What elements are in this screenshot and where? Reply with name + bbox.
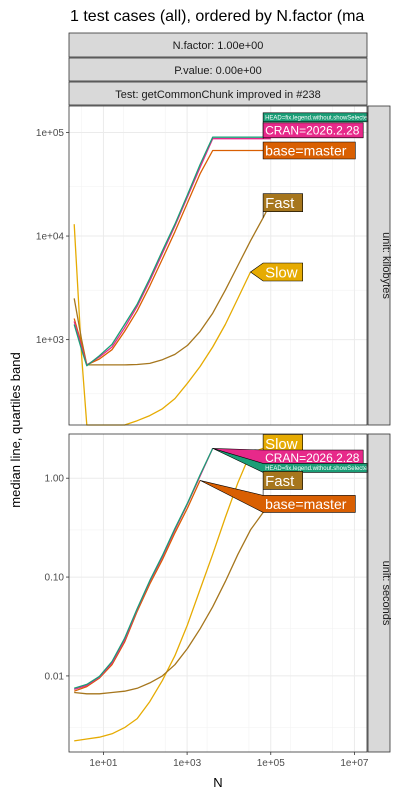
series-label-head-fix-legend-without-showselectedlegend: HEAD=fix.legend.without.showSelectedLe <box>265 466 378 472</box>
series-line-base-master <box>73 149 271 366</box>
label-box-cran-2026-2-28 <box>262 122 364 139</box>
series-label-head-fix-legend-without-showselectedlegend: HEAD=fix.legend.without.showSelectedLe <box>265 115 378 121</box>
label-box-base-master <box>199 480 356 513</box>
series-line-base-master <box>73 480 201 692</box>
label-box-fast <box>262 471 304 513</box>
top-strip-2: P.value: 0.00e+00 <box>68 57 368 82</box>
y-tick-label: 1e+04 <box>36 232 65 243</box>
panel-kilobytes: 1e+03 1e+04 1e+05 HEAD=fix.legend.without.s… <box>36 105 392 426</box>
x-tick-label: 1e+03 <box>173 758 202 769</box>
panel-border <box>68 105 368 426</box>
series-line-cran-2026-2-28 <box>73 138 271 366</box>
top-strip-3: Test: getCommonChunk improved in #238 <box>68 81 368 106</box>
series-label-fast: Fast <box>265 473 295 490</box>
series-line-fast <box>74 503 272 695</box>
series-label-cran-2026-2-28: CRAN=2026.2.28 <box>265 451 360 465</box>
x-tick-label: 1e+05 <box>257 758 286 769</box>
label-box-base-master <box>262 141 356 160</box>
label-box-fast <box>262 193 304 218</box>
series-line-slow <box>74 447 264 742</box>
x-tick-label: 1e+07 <box>340 758 369 769</box>
side-strip-label: unit: seconds <box>380 561 392 626</box>
series-label-slow: Slow <box>265 264 298 281</box>
series-label-slow: Slow <box>265 436 298 453</box>
y-tick-label: 1e+03 <box>36 335 65 346</box>
label-box-head-fix-legend-without-showselectedlegend <box>212 448 368 473</box>
series-line-head-fix-legend-without-showselectedlegend <box>73 136 271 367</box>
strip-label-test: Test: getCommonChunk improved in #238 <box>115 89 320 101</box>
y-tick-label: 0.10 <box>45 573 65 584</box>
strip-label-n-factor: N.factor: 1.00e+00 <box>173 40 264 52</box>
x-axis-title: N <box>213 775 222 790</box>
label-box-slow <box>249 262 304 282</box>
x-tick-label: 1e+01 <box>89 758 118 769</box>
series-label-base-master: base=master <box>265 496 347 512</box>
series-label-cran-2026-2-28: CRAN=2026.2.28 <box>265 124 360 138</box>
side-strip <box>367 105 391 426</box>
side-strip-label: unit: kilobytes <box>380 232 392 299</box>
series-line-fast <box>73 202 272 366</box>
series-label-fast: Fast <box>265 195 295 212</box>
strip-label-p-value: P.value: 0.00e+00 <box>174 65 262 77</box>
y-tick-label: 1e+05 <box>36 128 65 139</box>
x-axis: 1e+01 1e+03 1e+05 1e+07 <box>89 752 369 769</box>
side-strip <box>367 433 391 753</box>
chart-title: 1 test cases (all), ordered by N.factor … <box>70 8 364 25</box>
series-line-head-fix-legend-without-showselectedlegend <box>74 448 214 689</box>
panel-border <box>68 433 368 753</box>
panel-seconds: 0.01 0.10 1.00 SlowCRAN=2026.2.28HEAD=fix.l… <box>45 433 392 753</box>
panel-background <box>69 434 367 752</box>
y-tick-label: 0.01 <box>45 671 65 682</box>
series-label-base-master: base=master <box>265 143 347 159</box>
y-tick-label: 1.00 <box>45 474 65 485</box>
top-strip-1: N.factor: 1.00e+00 <box>68 32 368 58</box>
y-axis-title: median line, quartiles band <box>8 352 23 507</box>
